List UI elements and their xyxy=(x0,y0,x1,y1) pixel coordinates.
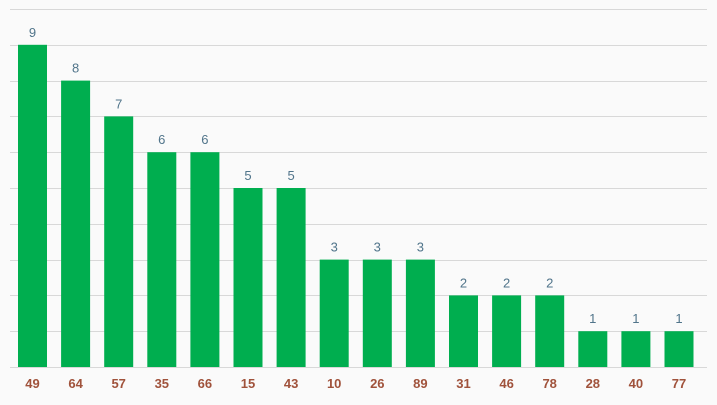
tick-label-15: 15 xyxy=(241,376,255,391)
tick-label-31: 31 xyxy=(456,376,470,391)
tick-label-66: 66 xyxy=(198,376,212,391)
tick-label-89: 89 xyxy=(413,376,427,391)
x-tick-labels: 49 64 57 35 66 15 43 10 26 89 31 46 78 28 40 77 xyxy=(25,376,686,391)
value-label-64: 8 xyxy=(72,61,79,76)
value-label-46: 2 xyxy=(503,275,510,290)
tick-label-46: 46 xyxy=(499,376,513,391)
value-label-15: 5 xyxy=(244,168,251,183)
value-label-66: 6 xyxy=(201,132,208,147)
value-label-26: 3 xyxy=(374,240,381,255)
tick-label-40: 40 xyxy=(629,376,643,391)
value-label-57: 7 xyxy=(115,96,122,111)
bar-66[interactable] xyxy=(190,152,220,367)
tick-label-28: 28 xyxy=(586,376,600,391)
value-label-40: 1 xyxy=(632,311,639,326)
bar-77[interactable] xyxy=(664,331,694,367)
value-label-49: 9 xyxy=(29,25,36,40)
tick-label-35: 35 xyxy=(155,376,169,391)
tick-label-78: 78 xyxy=(542,376,556,391)
bar-10[interactable] xyxy=(319,259,349,367)
bar-43[interactable] xyxy=(276,188,306,367)
bar-40[interactable] xyxy=(621,331,651,367)
bar-89[interactable] xyxy=(405,259,435,367)
bar-28[interactable] xyxy=(578,331,608,367)
tick-label-43: 43 xyxy=(284,376,298,391)
bar-15[interactable] xyxy=(233,188,263,367)
tick-label-10: 10 xyxy=(327,376,341,391)
value-label-31: 2 xyxy=(460,275,467,290)
tick-label-77: 77 xyxy=(672,376,686,391)
bar-49[interactable] xyxy=(18,44,47,368)
value-label-77: 1 xyxy=(675,311,682,326)
value-label-10: 3 xyxy=(331,240,338,255)
value-label-35: 6 xyxy=(158,132,165,147)
bar-26[interactable] xyxy=(362,259,392,367)
value-label-89: 3 xyxy=(417,240,424,255)
value-label-28: 1 xyxy=(589,311,596,326)
tick-label-49: 49 xyxy=(25,376,39,391)
bar-31[interactable] xyxy=(449,295,478,367)
bar-35[interactable] xyxy=(147,152,177,367)
bar-64[interactable] xyxy=(61,80,91,367)
value-label-78: 2 xyxy=(546,275,553,290)
bar-57[interactable] xyxy=(104,116,134,368)
bars xyxy=(18,44,694,368)
tick-label-26: 26 xyxy=(370,376,384,391)
tick-label-57: 57 xyxy=(111,376,125,391)
bar-46[interactable] xyxy=(492,295,522,367)
value-labels: 9 8 7 6 6 5 5 3 3 3 2 2 2 1 1 1 xyxy=(29,25,683,326)
bar-78[interactable] xyxy=(535,295,565,367)
tick-label-64: 64 xyxy=(68,376,83,391)
value-label-43: 5 xyxy=(287,168,294,183)
